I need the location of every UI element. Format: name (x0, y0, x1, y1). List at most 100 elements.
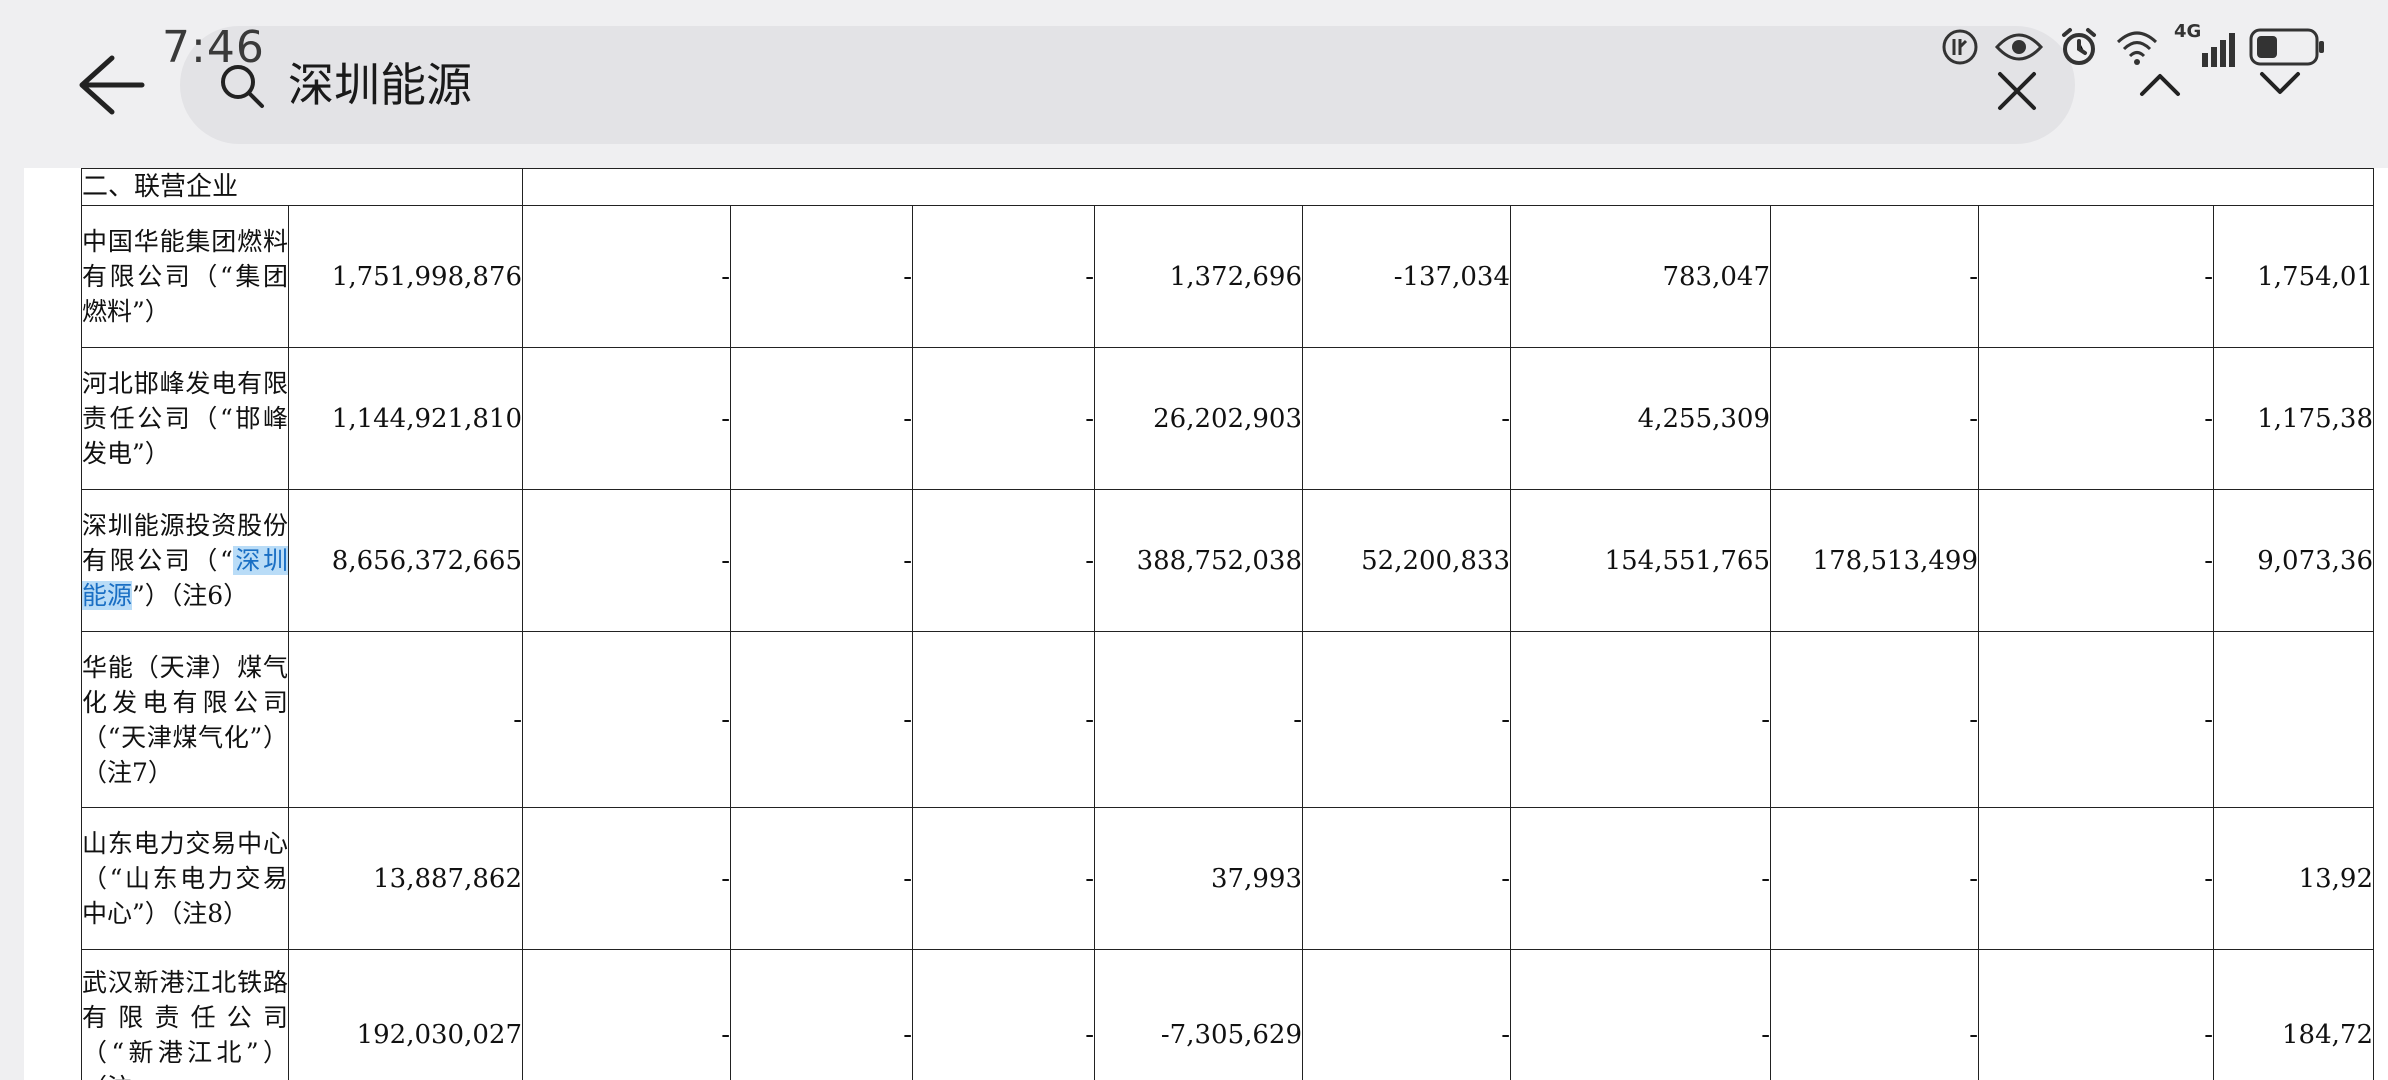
value-cell: - (730, 489, 913, 632)
chevron-up-icon (2140, 74, 2180, 96)
value-cell: 37,993 (1094, 807, 1303, 950)
next-match-button[interactable] (2250, 62, 2310, 106)
value-cell: - (1302, 807, 1511, 950)
value-cell: 388,752,038 (1094, 489, 1303, 632)
value-cell: - (730, 347, 913, 490)
eye-comfort-icon (1994, 33, 2044, 61)
wifi-icon (2116, 31, 2158, 65)
company-name-cell: 河北邯峰发电有限责任公司（“邯峰发电”） (81, 347, 289, 490)
value-cell: 192,030,027 (288, 949, 523, 1080)
search-query-text[interactable]: 深圳能源 (288, 58, 472, 112)
value-cell: - (1978, 489, 2214, 632)
company-name-cell: 山东电力交易中心（“山东电力交易中心”）（注8） (81, 807, 289, 950)
value-cell: 783,047 (1510, 205, 1771, 348)
nfc-icon (1942, 29, 1978, 65)
company-name-text: 山东电力交易中心（“山东电力交易中心”）（注8） (82, 829, 288, 928)
value-cell: 178,513,499 (1770, 489, 1979, 632)
value-cell: - (912, 631, 1095, 808)
value-cell: - (522, 489, 731, 632)
table-row: 华能（天津）煤气化发电有限公司（“天津煤气化”）（注7） - - - - - - - - - (81, 631, 2374, 808)
status-icons: 4G (1940, 21, 2325, 72)
section-label: 二、联营企业 (81, 168, 523, 206)
value-cell: - (730, 807, 913, 950)
table-row: 中国华能集团燃料有限公司（“集团燃料”） 1,751,998,876- - -1,37… (81, 205, 2374, 348)
value-cell: - (1302, 949, 1511, 1080)
alarm-icon (2062, 28, 2096, 65)
value-cell: - (1770, 347, 1979, 490)
value-cell: 9,073,36 (2213, 489, 2374, 632)
value-cell: 8,656,372,665 (288, 489, 523, 632)
table-row: 河北邯峰发电有限责任公司（“邯峰发电”） 1,144,921,810- - -26,2… (81, 347, 2374, 490)
status-time: 7:46 (162, 22, 265, 73)
value-cell: - (730, 949, 913, 1080)
value-cell: - (1978, 631, 2214, 808)
company-name-text: 华能（天津）煤气化发电有限公司（“天津煤气化”）（注7） (82, 652, 288, 787)
value-cell: - (1302, 631, 1511, 808)
value-cell: - (912, 347, 1095, 490)
value-cell: -7,305,629 (1094, 949, 1303, 1080)
back-button[interactable] (70, 50, 150, 120)
company-name-cell: 深圳能源投资股份有限公司（“深圳能源”）（注6） (81, 489, 289, 632)
value-cell (2213, 631, 2374, 808)
value-cell: 1,144,921,810 (288, 347, 523, 490)
value-cell: 52,200,833 (1302, 489, 1511, 632)
value-cell: 1,372,696 (1094, 205, 1303, 348)
value-cell: 154,551,765 (1510, 489, 1771, 632)
section-empty-cell (522, 168, 2374, 206)
value-cell: - (1510, 631, 1771, 808)
value-cell: - (522, 631, 731, 808)
value-cell: - (912, 807, 1095, 950)
find-in-page-bar: 深圳能源 7:46 4G (0, 0, 2388, 165)
table-row: 山东电力交易中心（“山东电力交易中心”）（注8） 13,887,862- - -37,… (81, 807, 2374, 950)
value-cell: - (1978, 205, 2214, 348)
value-cell: - (522, 807, 731, 950)
value-cell: - (522, 949, 731, 1080)
value-cell: - (1302, 347, 1511, 490)
value-cell: 184,72 (2213, 949, 2374, 1080)
value-cell: -137,034 (1302, 205, 1511, 348)
table-row: 武汉新港江北铁路有限责任公司（“新港江北”）（注192,030,027----7… (81, 949, 2374, 1080)
company-name-cell: 武汉新港江北铁路有限责任公司（“新港江北”）（注 (81, 949, 289, 1080)
company-name-cell: 中国华能集团燃料有限公司（“集团燃料”） (81, 205, 289, 348)
value-cell: - (1510, 807, 1771, 950)
value-cell: 1,175,38 (2213, 347, 2374, 490)
search-field[interactable]: 深圳能源 (180, 26, 2075, 144)
value-cell: - (1770, 631, 1979, 808)
company-name-text: 河北邯峰发电有限责任公司（“邯峰发电”） (82, 369, 288, 468)
financial-table: 二、联营企业 中国华能集团燃料有限公司（“集团燃料”） 1,751,998,876… (81, 168, 2374, 1080)
company-name-cell: 华能（天津）煤气化发电有限公司（“天津煤气化”）（注7） (81, 631, 289, 808)
close-icon (1998, 72, 2036, 110)
value-cell: - (522, 205, 731, 348)
value-cell: - (730, 631, 913, 808)
battery-icon (2249, 28, 2324, 66)
company-name-text: 深圳能源投资股份有限公司（“ (82, 511, 288, 575)
chevron-down-icon (2260, 72, 2300, 94)
value-cell: 4,255,309 (1510, 347, 1771, 490)
value-cell: - (1770, 205, 1979, 348)
network-type-label: 4G (2174, 21, 2202, 42)
value-cell: 26,202,903 (1094, 347, 1303, 490)
clear-search-button[interactable] (1990, 64, 2044, 118)
company-name-text: ”）（注6） (132, 581, 249, 610)
value-cell: - (730, 205, 913, 348)
value-cell: 1,754,01 (2213, 205, 2374, 348)
table-row: 深圳能源投资股份有限公司（“深圳能源”）（注6） 8,656,372,665- - -… (81, 489, 2374, 632)
value-cell: - (1978, 807, 2214, 950)
value-cell: 13,887,862 (288, 807, 523, 950)
value-cell: - (1510, 949, 1771, 1080)
value-cell: 13,92 (2213, 807, 2374, 950)
table-body: 二、联营企业 中国华能集团燃料有限公司（“集团燃料”） 1,751,998,876… (81, 168, 2374, 1080)
value-cell: - (1978, 949, 2214, 1080)
company-name-text: 中国华能集团燃料有限公司（“集团燃料”） (82, 227, 288, 326)
value-cell: - (912, 949, 1095, 1080)
value-cell: - (288, 631, 523, 808)
section-row: 二、联营企业 (81, 168, 2374, 206)
value-cell: - (1978, 347, 2214, 490)
value-cell: - (1770, 807, 1979, 950)
value-cell: - (912, 205, 1095, 348)
value-cell: - (912, 489, 1095, 632)
previous-match-button[interactable] (2130, 62, 2190, 106)
document-page[interactable]: 二、联营企业 中国华能集团燃料有限公司（“集团燃料”） 1,751,998,876… (24, 168, 2388, 1080)
arrow-left-icon (79, 55, 145, 115)
value-cell: - (1770, 949, 1979, 1080)
